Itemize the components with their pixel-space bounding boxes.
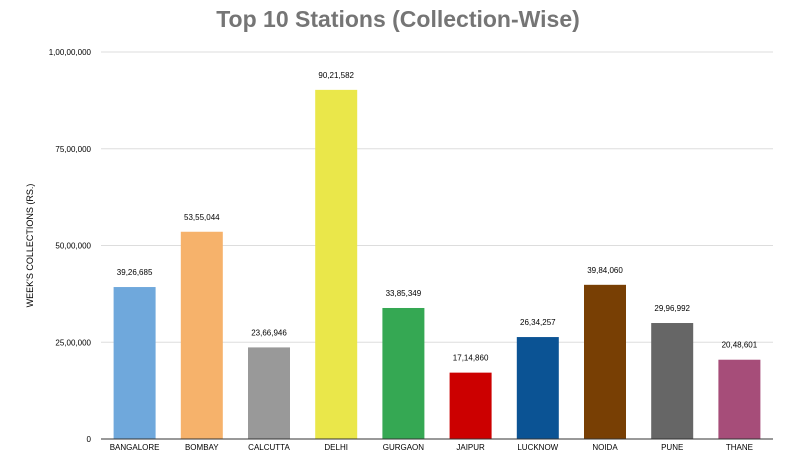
- data-label: 20,48,601: [722, 341, 758, 350]
- y-tick-label: 25,00,000: [55, 338, 91, 347]
- data-label: 26,34,257: [520, 318, 556, 327]
- x-tick-label: DELHI: [324, 443, 348, 452]
- x-tick-label: JAIPUR: [456, 443, 485, 452]
- x-tick-label: PUNE: [661, 443, 683, 452]
- chart-title: Top 10 Stations (Collection-Wise): [216, 6, 580, 32]
- bar: [584, 284, 626, 439]
- y-tick-label: 1,00,00,000: [49, 48, 92, 57]
- x-tick-label: NOIDA: [592, 443, 618, 452]
- y-tick-label: 75,00,000: [55, 145, 91, 154]
- x-tick-label: CALCUTTA: [248, 443, 290, 452]
- y-tick-label: 50,00,000: [55, 242, 91, 251]
- data-labels: 39,26,685 53,55,044 23,66,946 90,21,582 33,8…: [117, 71, 758, 363]
- x-axis-ticks: BANGALORE BOMBAY CALCUTTA DELHI GURGAON JAIPU…: [110, 443, 753, 452]
- bar: [449, 372, 492, 439]
- bars: [113, 89, 761, 439]
- y-axis-title: WEEK'S COLLECTIONS (RS.): [25, 184, 35, 308]
- data-label: 29,96,992: [654, 304, 690, 313]
- data-label: 23,66,946: [251, 328, 287, 337]
- x-tick-label: BOMBAY: [185, 443, 219, 452]
- x-tick-label: THANE: [726, 443, 753, 452]
- bar: [113, 287, 156, 439]
- data-label: 90,21,582: [318, 71, 354, 80]
- bar: [248, 347, 290, 439]
- y-tick-label: 0: [87, 435, 92, 444]
- bar: [315, 89, 358, 439]
- y-axis-ticks: 0 25,00,000 50,00,000 75,00,000 1,00,00,000: [49, 48, 92, 444]
- bar: [382, 307, 425, 439]
- x-tick-label: LUCKNOW: [517, 443, 558, 452]
- bar: [180, 231, 223, 439]
- bar: [651, 323, 694, 439]
- x-tick-label: BANGALORE: [110, 443, 160, 452]
- data-label: 33,85,349: [386, 289, 422, 298]
- x-tick-label: GURGAON: [383, 443, 425, 452]
- bar: [718, 359, 761, 439]
- bar: [516, 337, 559, 439]
- data-label: 39,26,685: [117, 268, 153, 277]
- data-label: 17,14,860: [453, 354, 489, 363]
- data-label: 53,55,044: [184, 213, 220, 222]
- data-label: 39,84,060: [587, 266, 623, 275]
